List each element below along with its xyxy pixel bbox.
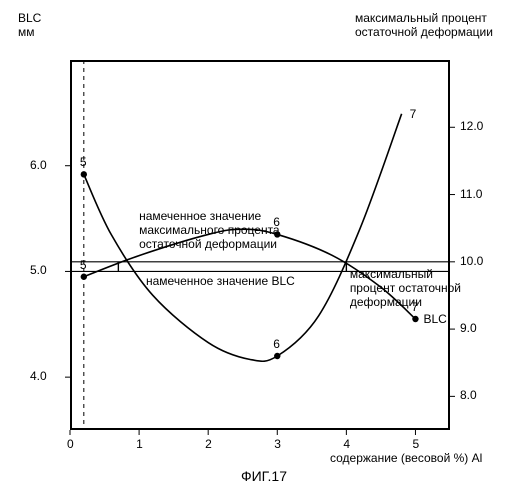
residual-curve-marker-5: 5 xyxy=(80,156,87,170)
blc-curve-marker-6: 6 xyxy=(273,216,280,230)
figure-root: ФИГ.17 BLCмммаксимальный процентостаточн… xyxy=(0,0,528,500)
ytick-left: 5.0 xyxy=(30,264,47,278)
xtick: 5 xyxy=(412,438,419,452)
y-left-label-1: BLC xyxy=(18,12,41,26)
side-ann-1: максимальный xyxy=(350,268,433,282)
blc-curve-marker-5: 5 xyxy=(80,259,87,273)
side-ann-2: процент остаточной xyxy=(350,282,461,296)
ytick-right: 12.0 xyxy=(460,120,483,134)
xtick: 3 xyxy=(274,438,281,452)
xtick: 2 xyxy=(205,438,212,452)
figure-caption: ФИГ.17 xyxy=(0,468,528,484)
xtick: 0 xyxy=(67,438,74,452)
y-left-label-2: мм xyxy=(18,26,35,40)
res-target-l1: намеченное значение xyxy=(139,210,261,224)
res-target-l2: максимального процента xyxy=(139,224,280,238)
y-right-label-2: остаточной деформации xyxy=(355,26,493,40)
ytick-right: 10.0 xyxy=(460,255,483,269)
ytick-right: 8.0 xyxy=(460,389,477,403)
x-axis-label: содержание (весовой %) Al xyxy=(330,452,482,466)
y-right-label-1: максимальный процент xyxy=(355,12,487,26)
residual-curve-end-label: 7 xyxy=(410,108,417,122)
blc-target-label: намеченное значение BLC xyxy=(146,275,295,289)
side-ann-3: деформации xyxy=(350,296,422,310)
xtick: 4 xyxy=(343,438,350,452)
res-target-l3: остаточной деформации xyxy=(139,238,277,252)
ytick-left: 4.0 xyxy=(30,370,47,384)
xtick: 1 xyxy=(136,438,143,452)
ytick-right: 9.0 xyxy=(460,322,477,336)
ytick-left: 6.0 xyxy=(30,159,47,173)
residual-curve-marker-6: 6 xyxy=(273,338,280,352)
ytick-right: 11.0 xyxy=(460,188,482,202)
blc-curve-end-label: BLC xyxy=(423,313,446,327)
